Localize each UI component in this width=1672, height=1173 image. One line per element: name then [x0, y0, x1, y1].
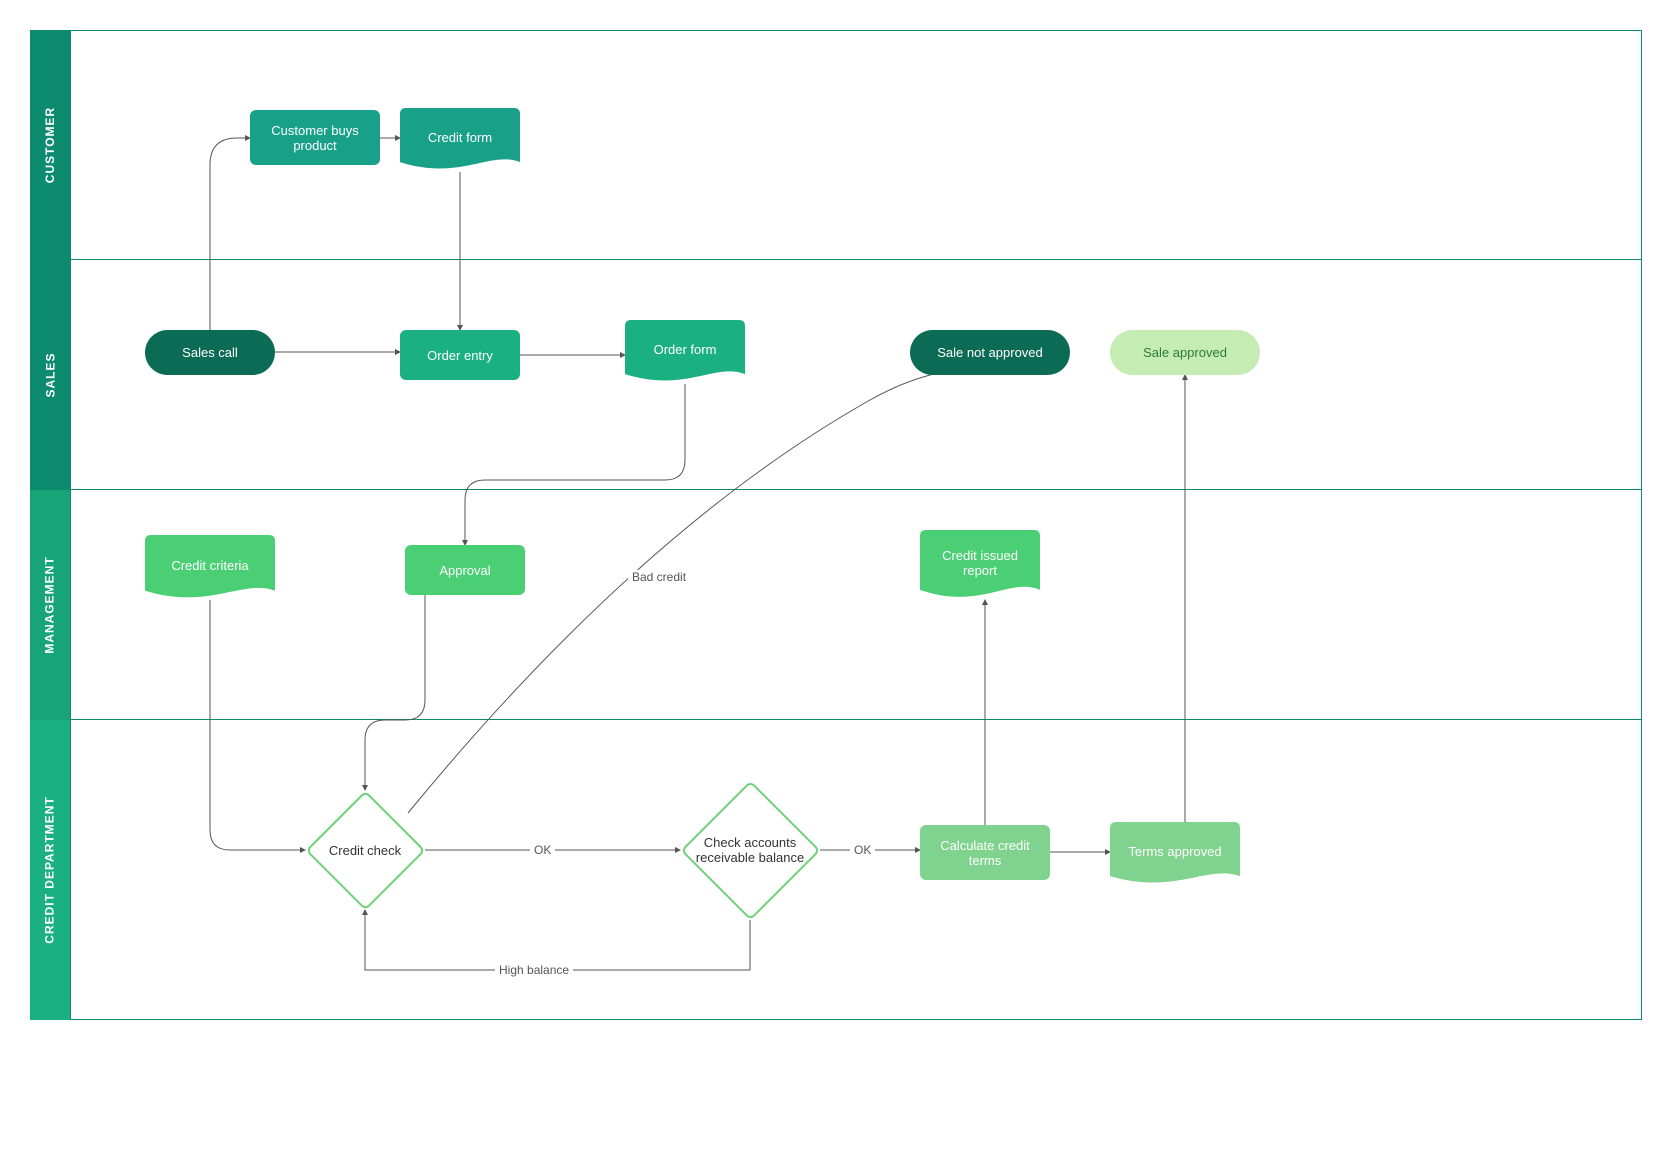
node-terms_appr: Terms approved: [1110, 822, 1240, 888]
node-credit_issued: Credit issued report: [920, 530, 1040, 603]
node-approval: Approval: [405, 545, 525, 595]
node-sale_not_appr: Sale not approved: [910, 330, 1070, 375]
lane-label: CUSTOMER: [43, 107, 57, 183]
node-credit_criteria: Credit criteria: [145, 535, 275, 603]
node-label: Approval: [439, 563, 490, 578]
lane-header-customer: CUSTOMER: [30, 30, 70, 260]
node-credit_check: Credit check: [305, 790, 425, 910]
node-check_balance: Check accounts receivable balance: [680, 780, 820, 920]
node-label: Terms approved: [1110, 822, 1240, 880]
node-label: Credit check: [305, 790, 425, 910]
node-label: Credit criteria: [145, 535, 275, 595]
node-buys_product: Customer buys product: [250, 110, 380, 165]
node-label: Check accounts receivable balance: [680, 780, 820, 920]
edge-label: High balance: [495, 963, 573, 977]
lane-label: CREDIT DEPARTMENT: [43, 796, 57, 943]
lane-label: MANAGEMENT: [43, 556, 57, 653]
edge-label: Bad credit: [628, 570, 690, 584]
node-calc_terms: Calculate credit terms: [920, 825, 1050, 880]
node-label: Customer buys product: [258, 123, 372, 153]
edge-label: OK: [850, 843, 875, 857]
swimlane-diagram: CUSTOMER SALES MANAGEMENT CREDIT DEPARTMENT…: [0, 0, 1672, 1173]
lane-body-sales: [70, 260, 1642, 490]
node-label: Order entry: [427, 348, 493, 363]
node-label: Sale approved: [1143, 345, 1227, 360]
node-order_entry: Order entry: [400, 330, 520, 380]
node-label: Order form: [625, 320, 745, 378]
edge-label: OK: [530, 843, 555, 857]
node-label: Calculate credit terms: [928, 838, 1042, 868]
node-label: Credit issued report: [920, 530, 1040, 595]
node-sales_call: Sales call: [145, 330, 275, 375]
node-credit_form: Credit form: [400, 108, 520, 174]
lane-label: SALES: [43, 352, 57, 397]
lane-body-management: [70, 490, 1642, 720]
node-label: Sales call: [182, 345, 238, 360]
node-order_form: Order form: [625, 320, 745, 386]
node-sale_approved: Sale approved: [1110, 330, 1260, 375]
node-label: Credit form: [400, 108, 520, 166]
lane-header-management: MANAGEMENT: [30, 490, 70, 720]
node-label: Sale not approved: [937, 345, 1043, 360]
lane-header-credit: CREDIT DEPARTMENT: [30, 720, 70, 1020]
lane-header-sales: SALES: [30, 260, 70, 490]
